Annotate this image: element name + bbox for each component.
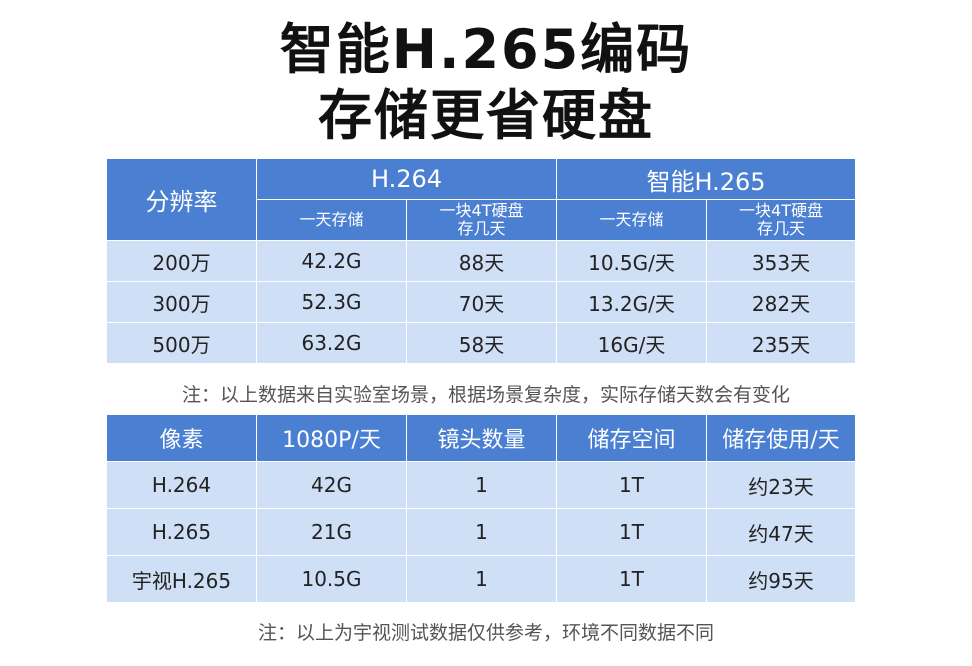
pixel-storage-table: 像素 1080P/天 镜头数量 储存空间 储存使用/天 H.264 42G 1 …	[106, 414, 856, 603]
header-storage-days: 储存使用/天	[706, 414, 856, 462]
header-days-line2: 存几天	[457, 219, 506, 238]
cell-storage: 1T	[556, 461, 707, 509]
cell-codec: H.265	[106, 508, 257, 556]
table-row: 宇视H.265 10.5G 1 1T 约95天	[106, 555, 856, 603]
cell-resolution: 500万	[106, 322, 257, 364]
table-row: 500万 63.2G 58天 16G/天 235天	[106, 322, 856, 364]
header-h264-group: H.264	[256, 158, 557, 200]
header-camera-count: 镜头数量	[406, 414, 557, 462]
table-row: H.265 21G 1 1T 约47天	[106, 508, 856, 556]
table-row: H.264 42G 1 1T 约23天	[106, 461, 856, 509]
cell-h265-days: 282天	[706, 281, 856, 323]
cell-daily-size: 10.5G	[256, 555, 407, 603]
header-1080p-per-day: 1080P/天	[256, 414, 407, 462]
table-row: 200万 42.2G 88天 10.5G/天 353天	[106, 240, 856, 282]
cell-codec: H.264	[106, 461, 257, 509]
header-storage-space: 储存空间	[556, 414, 707, 462]
cell-codec: 宇视H.265	[106, 555, 257, 603]
cell-h265-daily: 10.5G/天	[556, 240, 707, 282]
header-days-line2: 存几天	[756, 219, 805, 238]
cell-h264-daily: 63.2G	[256, 322, 407, 364]
storage-comparison-table: 分辨率 H.264 智能H.265 一天存储 一块4T硬盘 存几天 一天存储 一…	[106, 158, 856, 364]
cell-days: 约95天	[706, 555, 856, 603]
cell-storage: 1T	[556, 508, 707, 556]
headline-line-2: 存储更省硬盘	[318, 84, 654, 147]
table-row: 300万 52.3G 70天 13.2G/天 282天	[106, 281, 856, 323]
header-h265-daily: 一天存储	[556, 199, 707, 241]
cell-h264-days: 70天	[406, 281, 557, 323]
cell-camera-count: 1	[406, 461, 557, 509]
cell-h265-daily: 16G/天	[556, 322, 707, 364]
cell-resolution: 300万	[106, 281, 257, 323]
cell-daily-size: 21G	[256, 508, 407, 556]
cell-h264-daily: 42.2G	[256, 240, 407, 282]
header-days-line1: 一块4T硬盘	[739, 201, 823, 220]
footnote-test-data: 注：以上为宇视测试数据仅供参考，环境不同数据不同	[257, 622, 714, 644]
cell-h265-days: 235天	[706, 322, 856, 364]
header-h265-days: 一块4T硬盘 存几天	[706, 199, 856, 241]
header-pixel: 像素	[106, 414, 257, 462]
cell-days: 约47天	[706, 508, 856, 556]
headline-line-1: 智能H.265编码	[279, 18, 693, 81]
cell-h264-days: 88天	[406, 240, 557, 282]
footnote-lab-data: 注：以上数据来自实验室场景，根据场景复杂度，实际存储天数会有变化	[181, 384, 790, 406]
header-resolution: 分辨率	[106, 158, 257, 241]
cell-h264-daily: 52.3G	[256, 281, 407, 323]
cell-storage: 1T	[556, 555, 707, 603]
cell-daily-size: 42G	[256, 461, 407, 509]
header-h264-days: 一块4T硬盘 存几天	[406, 199, 557, 241]
header-h264-daily: 一天存储	[256, 199, 407, 241]
cell-camera-count: 1	[406, 555, 557, 603]
cell-h265-daily: 13.2G/天	[556, 281, 707, 323]
header-smart-h265-group: 智能H.265	[556, 158, 856, 200]
cell-days: 约23天	[706, 461, 856, 509]
cell-resolution: 200万	[106, 240, 257, 282]
header-days-line1: 一块4T硬盘	[439, 201, 524, 220]
cell-h264-days: 58天	[406, 322, 557, 364]
cell-camera-count: 1	[406, 508, 557, 556]
cell-h265-days: 353天	[706, 240, 856, 282]
